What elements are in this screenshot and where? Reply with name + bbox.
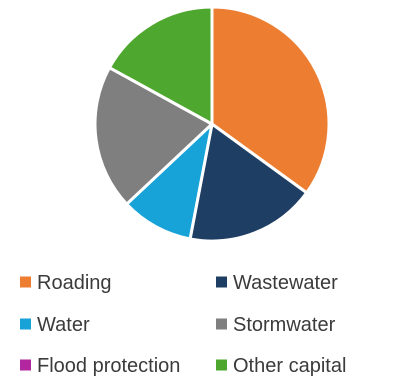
legend-item-wastewater: Wastewater: [216, 272, 338, 294]
legend-item-flood-protection: Flood protection: [20, 355, 180, 377]
legend-label-flood-protection: Flood protection: [37, 355, 180, 377]
legend-item-other-capital: Other capital: [216, 355, 346, 377]
pie-slice-stormwater: [93, 66, 214, 206]
pie-slice-wastewater: [188, 122, 309, 243]
legend-label-stormwater: Stormwater: [233, 314, 336, 336]
legend-swatch-other-capital: [216, 359, 227, 371]
legend-item-roading: Roading: [20, 272, 112, 294]
legend-label-water: Water: [37, 314, 90, 336]
pie-slice-roading: [210, 5, 331, 195]
legend-label-wastewater: Wastewater: [233, 272, 338, 294]
legend-label-roading: Roading: [37, 272, 112, 294]
legend-swatch-flood-protection: [20, 359, 31, 371]
legend-swatch-wastewater: [216, 276, 227, 288]
legend-swatch-roading: [20, 276, 31, 288]
legend-swatch-stormwater: [216, 318, 227, 330]
legend-swatch-water: [20, 318, 31, 330]
pie-slice-other-capital: [107, 5, 214, 126]
legend-item-water: Water: [20, 314, 90, 336]
legend-label-other-capital: Other capital: [233, 355, 346, 377]
legend: Roading Wastewater Water Stormwater Flood pr…: [20, 272, 346, 377]
legend-item-stormwater: Stormwater: [216, 314, 336, 336]
pie-slices: [93, 5, 331, 243]
